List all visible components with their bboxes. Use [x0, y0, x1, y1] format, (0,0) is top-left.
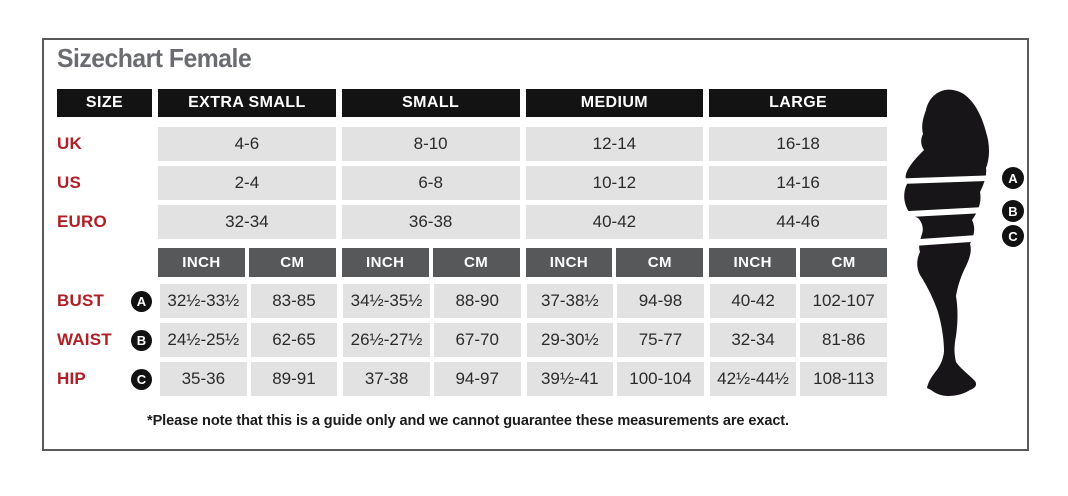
- hip-large: 42½-44½ 108-113: [709, 362, 887, 396]
- chart-title: Sizechart Female: [57, 43, 252, 73]
- size-table: SIZE EXTRA SMALL SMALL MEDIUM LARGE UK 4…: [57, 89, 887, 396]
- euro-extra-small: 32-34: [158, 205, 336, 239]
- unit-header-cm: CM: [432, 248, 520, 277]
- column-header-small: SMALL: [341, 89, 520, 117]
- euro-medium: 40-42: [525, 205, 704, 239]
- disclaimer-note: *Please note that this is a guide only a…: [147, 412, 790, 429]
- female-silhouette-icon: [895, 89, 993, 396]
- waist-label-text: WAIST: [57, 330, 112, 349]
- unit-header-cm: CM: [800, 248, 887, 277]
- row-label-uk: UK: [57, 134, 82, 153]
- table-row-euro: EURO 32-34 36-38 40-42 44-46: [57, 205, 887, 239]
- bust-m-cm: 94-98: [617, 284, 704, 318]
- hip-xs-cm: 89-91: [250, 362, 338, 396]
- hip-xs-inch: 35-36: [160, 362, 247, 396]
- bust-xs-cm: 83-85: [250, 284, 338, 318]
- unit-header-inch: INCH: [341, 248, 429, 277]
- table-row-hip: HIP C 35-36 89-91 37-38 94-97 39½-41 100…: [57, 362, 887, 396]
- waist-s-inch: 26½-27½: [343, 323, 430, 357]
- bust-m-inch: 37-38½: [526, 284, 614, 318]
- bust-s-cm: 88-90: [433, 284, 521, 318]
- bust-small: 34½-35½ 88-90: [343, 284, 521, 318]
- hip-m-cm: 100-104: [617, 362, 704, 396]
- unit-headers-large: INCH CM: [709, 248, 887, 277]
- figure-marker-b: B: [1002, 200, 1024, 222]
- marker-b-badge: B: [131, 329, 152, 351]
- row-label-us: US: [57, 173, 82, 192]
- hip-medium: 39½-41 100-104: [526, 362, 704, 396]
- waist-medium: 29-30½ 75-77: [526, 323, 704, 357]
- waist-s-cm: 67-70: [433, 323, 521, 357]
- marker-a-badge: A: [131, 290, 152, 312]
- waist-large: 32-34 81-86: [709, 323, 887, 357]
- unit-headers-extra-small: INCH CM: [158, 248, 336, 277]
- us-large: 14-16: [709, 166, 887, 200]
- table-row-bust: BUST A 32½-33½ 83-85 34½-35½ 88-90 37-38…: [57, 284, 887, 318]
- hip-l-cm: 108-113: [800, 362, 887, 396]
- table-row-waist: WAIST B 24½-25½ 62-65 26½-27½ 67-70 29-3…: [57, 323, 887, 357]
- unit-header-cm: CM: [248, 248, 336, 277]
- hip-m-inch: 39½-41: [526, 362, 614, 396]
- row-label-waist: WAIST B: [57, 323, 154, 357]
- bust-label-text: BUST: [57, 291, 105, 310]
- uk-large: 16-18: [709, 127, 887, 161]
- bust-large: 40-42 102-107: [709, 284, 887, 318]
- row-label-bust: BUST A: [57, 284, 154, 318]
- unit-header-inch: INCH: [525, 248, 613, 277]
- unit-headers-small: INCH CM: [341, 248, 520, 277]
- bust-xs-inch: 32½-33½: [160, 284, 247, 318]
- bust-l-inch: 40-42: [709, 284, 797, 318]
- sizechart-panel: Sizechart Female SIZE EXTRA SMALL SMALL …: [42, 38, 1029, 451]
- euro-small: 36-38: [341, 205, 520, 239]
- waist-xs-inch: 24½-25½: [160, 323, 247, 357]
- size-header-cell: SIZE: [57, 89, 152, 117]
- waist-m-inch: 29-30½: [526, 323, 614, 357]
- waist-extra-small: 24½-25½ 62-65: [160, 323, 338, 357]
- column-header-extra-small: EXTRA SMALL: [158, 89, 336, 117]
- uk-small: 8-10: [341, 127, 520, 161]
- figure-marker-c: C: [1002, 225, 1024, 247]
- hip-extra-small: 35-36 89-91: [160, 362, 338, 396]
- hip-small: 37-38 94-97: [343, 362, 521, 396]
- unit-headers-medium: INCH CM: [525, 248, 704, 277]
- waist-xs-cm: 62-65: [250, 323, 338, 357]
- marker-c-badge: C: [131, 368, 152, 390]
- waist-l-inch: 32-34: [709, 323, 797, 357]
- us-small: 6-8: [341, 166, 520, 200]
- size-header-row: SIZE EXTRA SMALL SMALL MEDIUM LARGE: [57, 89, 887, 117]
- column-header-medium: MEDIUM: [525, 89, 704, 117]
- row-label-euro: EURO: [57, 212, 107, 231]
- column-header-large: LARGE: [709, 89, 887, 117]
- table-row-uk: UK 4-6 8-10 12-14 16-18: [57, 127, 887, 161]
- unit-header-cm: CM: [616, 248, 704, 277]
- unit-header-spacer: [57, 248, 152, 277]
- waist-small: 26½-27½ 67-70: [343, 323, 521, 357]
- unit-header-inch: INCH: [158, 248, 245, 277]
- waist-m-cm: 75-77: [617, 323, 704, 357]
- bust-s-inch: 34½-35½: [343, 284, 430, 318]
- table-row-us: US 2-4 6-8 10-12 14-16: [57, 166, 887, 200]
- us-extra-small: 2-4: [158, 166, 336, 200]
- bust-l-cm: 102-107: [800, 284, 887, 318]
- hip-s-inch: 37-38: [343, 362, 430, 396]
- hip-label-text: HIP: [57, 369, 86, 388]
- unit-header-inch: INCH: [709, 248, 797, 277]
- euro-large: 44-46: [709, 205, 887, 239]
- unit-header-row: INCH CM INCH CM INCH CM INCH CM: [57, 248, 887, 277]
- us-medium: 10-12: [525, 166, 704, 200]
- bust-medium: 37-38½ 94-98: [526, 284, 704, 318]
- uk-medium: 12-14: [525, 127, 704, 161]
- bust-extra-small: 32½-33½ 83-85: [160, 284, 338, 318]
- hip-s-cm: 94-97: [433, 362, 521, 396]
- row-label-hip: HIP C: [57, 362, 154, 396]
- hip-l-inch: 42½-44½: [709, 362, 797, 396]
- waist-l-cm: 81-86: [800, 323, 887, 357]
- figure-marker-a: A: [1002, 167, 1024, 189]
- uk-extra-small: 4-6: [158, 127, 336, 161]
